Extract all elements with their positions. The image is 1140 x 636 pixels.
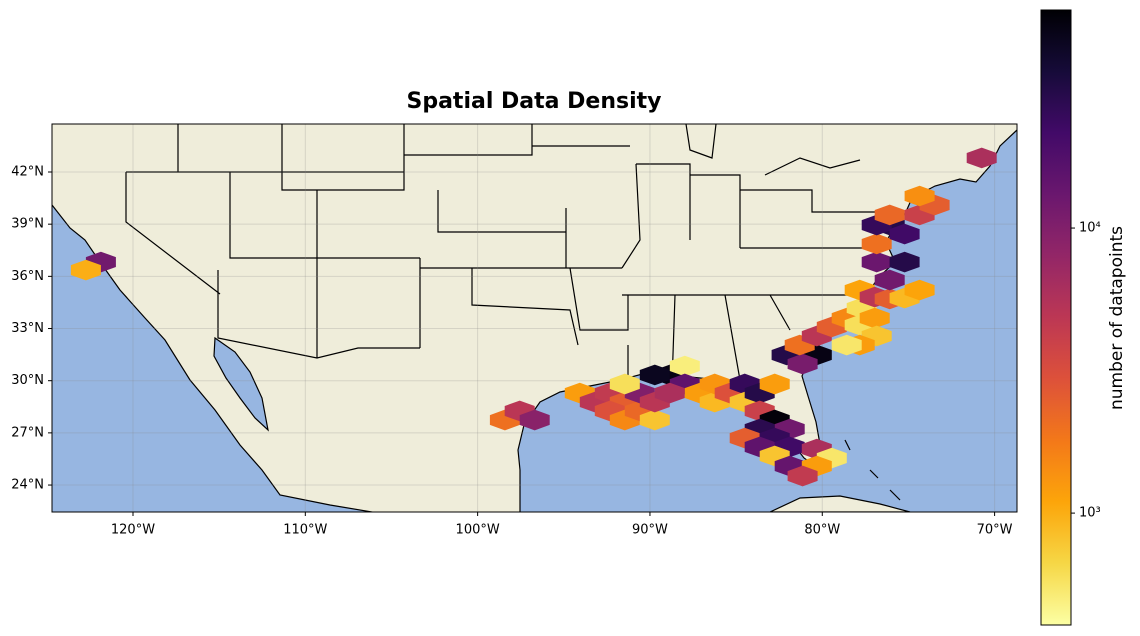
colorbar-label: number of datapoints [1107,226,1127,410]
chart-title: Spatial Data Density [406,89,661,114]
hexbin [874,204,905,226]
hexbin [904,279,935,301]
y-tick-label: 36°N [11,269,44,284]
hexbins [70,147,997,487]
cuba [769,495,911,512]
hexbin [859,307,890,329]
y-tick-label: 39°N [11,217,44,232]
x-tick-label: 120°W [111,523,155,538]
x-tick-label: 110°W [283,523,327,538]
hexbin [654,382,685,404]
hexbin [831,334,862,356]
map-frame [51,123,1018,513]
colorbar-tick-label: 10³ [1079,506,1101,521]
hexbin [759,373,790,395]
state-borders [125,124,880,385]
x-tick-label: 80°W [804,523,840,538]
hexbin [904,185,935,207]
hexbin [889,223,920,245]
colorbar [1040,9,1072,626]
bahamas [844,439,901,501]
y-tick-label: 42°N [11,165,44,180]
grid [52,124,1017,512]
colorbar-tick-label: 10⁴ [1079,221,1101,236]
y-tick-label: 27°N [11,425,44,440]
hexbin [70,259,101,281]
hexbin [639,364,670,386]
hexbin [787,353,818,375]
hexbin [609,373,640,395]
y-tick-label: 24°N [11,478,44,493]
y-tick-label: 30°N [11,373,44,388]
hexbin [889,251,920,273]
gulf-of-california [213,336,269,432]
x-tick-label: 90°W [632,523,668,538]
pacific-ocean [52,204,373,512]
hexbin [966,147,997,169]
hexbin [874,269,905,291]
y-tick-label: 33°N [11,321,44,336]
hexbin [669,355,700,377]
hexbin [861,251,892,273]
hexbin [787,465,818,487]
hexbin [861,233,892,255]
x-tick-label: 100°W [456,523,500,538]
hexbin [519,409,550,431]
x-tick-label: 70°W [977,523,1013,538]
hexbin [639,409,670,431]
